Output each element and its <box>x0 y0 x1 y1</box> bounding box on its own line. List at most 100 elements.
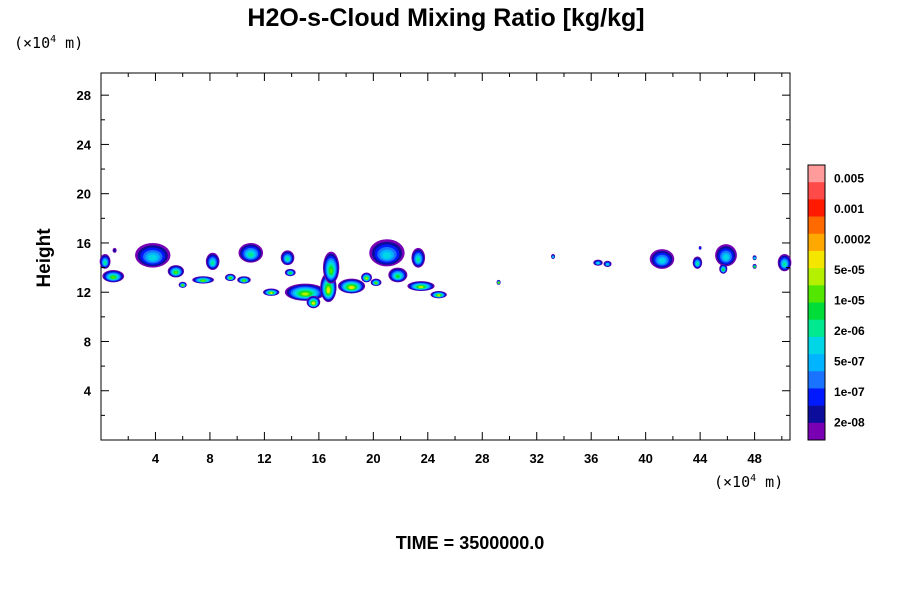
cloud-blob <box>496 279 501 285</box>
x-tick-label: 40 <box>638 451 652 466</box>
cloud-contour <box>596 262 600 265</box>
x-axis-ticks: 4 8 12 16 20 24 28 32 36 40 44 48 <box>127 73 783 466</box>
cloud-blob <box>224 273 236 282</box>
cloud-contour <box>753 256 756 260</box>
cloud-blob <box>237 276 251 284</box>
cloud-contour <box>242 279 246 282</box>
cloud-contour <box>312 302 315 305</box>
colorbar-swatch <box>808 371 825 389</box>
cloud-blob <box>411 247 426 268</box>
cloud-contour <box>269 291 273 295</box>
cloud-blob <box>135 242 171 268</box>
colorbar-swatch <box>808 165 825 183</box>
x-tick-label: 44 <box>693 451 708 466</box>
cloud-blob <box>551 254 556 259</box>
colorbar-swatch <box>808 319 825 338</box>
cloud-contour <box>174 271 178 274</box>
y-unit-label: (×104 m) <box>14 34 83 52</box>
y-axis-label: Height <box>34 228 55 288</box>
cloud-contour <box>396 275 400 278</box>
cloud-blob <box>99 254 111 269</box>
colorbar-swatch <box>808 285 825 303</box>
cloud-contour <box>201 279 205 282</box>
cloud-blob <box>719 263 728 274</box>
cloud-contour <box>783 262 786 267</box>
cloud-contour <box>659 258 665 264</box>
cloud-blob <box>263 288 280 296</box>
y-tick-label: 8 <box>84 334 91 349</box>
cloud-blob <box>306 295 321 309</box>
cloud-blob <box>337 278 366 294</box>
colorbar-swatch <box>808 354 825 372</box>
x-tick-label: 32 <box>529 451 543 466</box>
cloud-blob <box>752 263 757 269</box>
cloud-blob <box>407 281 435 291</box>
colorbar-swatch <box>808 405 825 424</box>
cloud-blob <box>692 256 703 269</box>
cloud-contour <box>148 254 158 261</box>
colorbar-label: 2e-06 <box>834 324 865 338</box>
cloud-blob <box>603 260 612 267</box>
cloud-blob <box>752 255 757 261</box>
colorbar-label: 2e-08 <box>834 416 865 430</box>
colorbar-swatch <box>808 182 825 200</box>
y-axis-ticks: 4 8 12 16 20 24 28 <box>77 88 790 416</box>
colorbar-swatch <box>808 199 825 217</box>
cloud-contour <box>103 261 107 265</box>
cloud-contour <box>698 246 702 250</box>
colorbar-swatch <box>808 302 825 320</box>
cloud-blob <box>649 249 675 269</box>
cloud-contour <box>722 268 725 272</box>
colorbar-swatch <box>808 233 825 252</box>
cloud-contour <box>696 262 699 266</box>
cloud-contour <box>497 281 500 285</box>
cloud-contour <box>416 257 420 262</box>
cloud-contour <box>111 276 116 279</box>
cloud-contour <box>349 286 354 289</box>
cloud-contour <box>365 277 368 280</box>
colorbar-label: 0.005 <box>834 172 864 186</box>
colorbar-label: 5e-07 <box>834 355 865 369</box>
chart-title: H2O-s-Cloud Mixing Ratio [kg/kg] <box>247 4 644 32</box>
x-tick-label: 12 <box>257 451 271 466</box>
cloud-blob <box>430 290 447 299</box>
x-tick-label: 8 <box>206 451 213 466</box>
x-tick-label: 4 <box>152 451 160 466</box>
cloud-contour <box>329 268 333 274</box>
cloud-blob <box>102 270 125 283</box>
cloud-blob <box>715 244 737 267</box>
cloud-contour <box>302 292 309 296</box>
cloud-blob <box>284 268 296 277</box>
x-tick-label: 24 <box>421 451 436 466</box>
cloud-blob <box>361 272 372 283</box>
cloud-contour <box>753 265 756 269</box>
cloud-blob <box>284 283 326 301</box>
y-tick-label: 24 <box>77 137 92 152</box>
colorbar-label: 1e-07 <box>834 385 865 399</box>
cloud-contour <box>181 284 184 287</box>
cloud-blob <box>178 281 187 288</box>
time-label: TIME = 3500000.0 <box>396 533 545 553</box>
cloud-blob <box>369 239 405 267</box>
cloud-contour <box>437 294 440 297</box>
colorbar-frame <box>807 164 826 441</box>
cloud-contour <box>551 255 555 259</box>
colorbar-label: 1e-05 <box>834 294 865 308</box>
x-tick-label: 28 <box>475 451 489 466</box>
cloud-contour <box>606 263 609 266</box>
x-tick-label: 20 <box>366 451 380 466</box>
x-tick-label: 16 <box>312 451 326 466</box>
x-unit-label: (×104 m) <box>714 473 783 491</box>
colorbar: 0.005 0.001 0.0002 5e-05 1e-05 2e-06 5e-07 1e-0… <box>807 164 871 441</box>
cloud-blob <box>777 254 792 272</box>
cloud-contour <box>723 254 729 261</box>
colorbar-label: 0.0002 <box>834 233 871 247</box>
y-tick-label: 20 <box>77 187 91 202</box>
cloud-contour <box>382 252 392 259</box>
cloud-blob <box>322 251 340 284</box>
y-tick-label: 12 <box>77 285 91 300</box>
y-tick-label: 4 <box>84 384 92 399</box>
cloud-field <box>99 239 792 309</box>
